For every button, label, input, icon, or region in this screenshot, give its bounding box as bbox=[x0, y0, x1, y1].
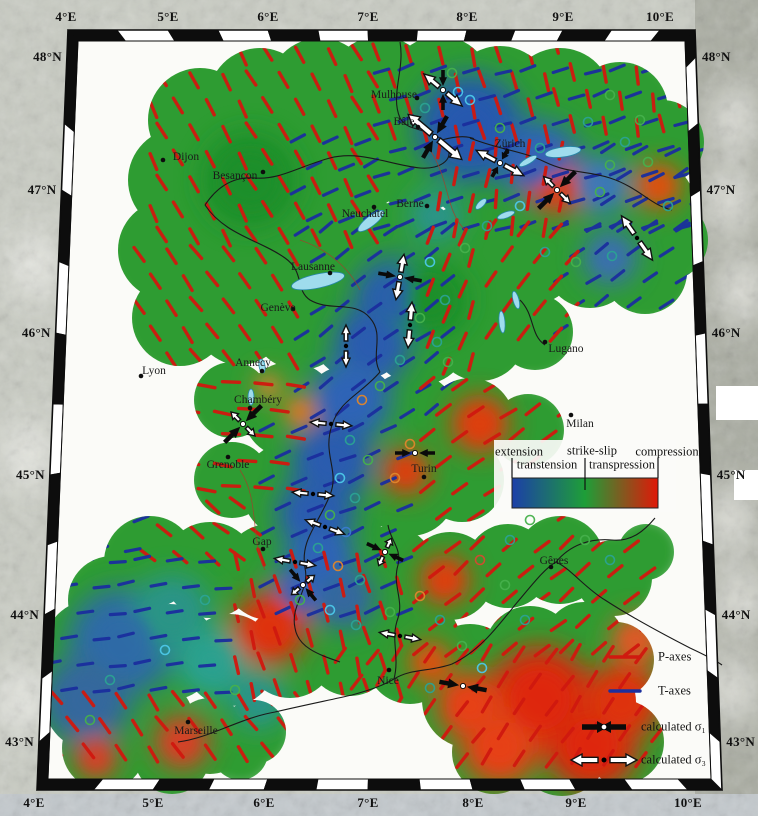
colorbar-label-compression: compression bbox=[635, 444, 699, 459]
legend-sigma3-arrow-left bbox=[569, 752, 599, 768]
lon-label-bottom: 7°E bbox=[357, 795, 379, 810]
city-label-ble: Bâle bbox=[393, 116, 415, 128]
lon-label-bottom: 6°E bbox=[253, 795, 275, 810]
lat-label-right: 47°N bbox=[706, 182, 736, 197]
lat-label-left: 46°N bbox=[21, 325, 51, 340]
city-label-gnes: Gênes bbox=[539, 555, 569, 567]
legend-label-p-axes: P-axes bbox=[658, 649, 692, 664]
city-label-lyon: Lyon bbox=[142, 365, 166, 377]
lat-label-left: 48°N bbox=[33, 49, 62, 64]
regional-borders bbox=[239, 149, 466, 571]
city-label-genve: Genève bbox=[260, 302, 296, 314]
city-label-grenoble: Grenoble bbox=[206, 459, 250, 471]
lon-label-top: 6°E bbox=[257, 9, 279, 24]
lon-label-bottom: 10°E bbox=[673, 795, 703, 810]
lakes bbox=[247, 146, 582, 406]
lon-label-top: 4°E bbox=[55, 9, 77, 24]
lat-label-right: 48°N bbox=[701, 49, 731, 64]
city-dots bbox=[138, 95, 574, 725]
city-label-nice: Nice bbox=[377, 675, 399, 687]
map-frame bbox=[36, 29, 723, 792]
colorbar-label-transpression: transpression bbox=[589, 457, 655, 472]
white-patch bbox=[734, 470, 758, 500]
legend-sigma1-arrow-left bbox=[582, 721, 608, 733]
lat-label-right: 44°N bbox=[721, 607, 751, 622]
city-label-zrich: Zürich bbox=[494, 138, 526, 150]
white-patch bbox=[716, 386, 758, 420]
city-label-lugano: Lugano bbox=[548, 343, 584, 355]
lat-label-left: 43°N bbox=[5, 734, 34, 749]
country-borders bbox=[177, 41, 723, 743]
city-label-milan: Milan bbox=[566, 418, 594, 430]
stress-field bbox=[44, 36, 708, 796]
colorbar-label-extension: extension bbox=[495, 444, 543, 459]
city-label-mulhouse: Mulhouse bbox=[371, 89, 417, 101]
lon-label-bottom: 8°E bbox=[462, 795, 484, 810]
colorbar bbox=[494, 440, 676, 512]
lat-label-right: 46°N bbox=[711, 325, 741, 340]
city-label-dijon: Dijon bbox=[172, 151, 200, 163]
legend-sigma1-arrow-right bbox=[600, 721, 626, 733]
city-label-neuchtel: Neuchâtel bbox=[341, 208, 389, 220]
city-label-marseille: Marseille bbox=[174, 725, 218, 737]
city-label-berne: Berne bbox=[396, 198, 424, 210]
lat-label-left: 44°N bbox=[10, 607, 40, 622]
legend-label-sigma3: calculated σ₃ bbox=[641, 752, 706, 767]
lat-label-right: 43°N bbox=[726, 734, 756, 749]
lon-label-bottom: 9°E bbox=[565, 795, 587, 810]
colorbar-label-transtension: transtension bbox=[516, 457, 578, 472]
lon-label-bottom: 5°E bbox=[142, 795, 164, 810]
lat-label-left: 45°N bbox=[16, 467, 45, 482]
city-label-gap: Gap bbox=[252, 536, 272, 548]
lon-label-top: 5°E bbox=[157, 9, 179, 24]
lon-label-top: 9°E bbox=[552, 9, 574, 24]
lat-label-right: 45°N bbox=[716, 467, 746, 482]
event-rings bbox=[84, 67, 674, 726]
stress-stations bbox=[223, 70, 654, 694]
legend-sigma3-arrow-right bbox=[609, 752, 639, 768]
city-label-annecy: Annecy bbox=[235, 357, 271, 369]
colorbar-gradient bbox=[511, 477, 659, 509]
city-label-chambry: Chambéry bbox=[234, 394, 282, 406]
lat-label-left: 47°N bbox=[27, 182, 57, 197]
city-label-turin: Turin bbox=[411, 463, 437, 475]
legend bbox=[569, 655, 642, 768]
city-label-besanon: Besançon bbox=[212, 170, 258, 182]
city-label-lausanne: Lausanne bbox=[290, 261, 336, 273]
legend-label-sigma1: calculated σ₁ bbox=[641, 719, 706, 734]
lon-label-top: 7°E bbox=[357, 9, 379, 24]
lon-label-top: 10°E bbox=[645, 9, 675, 24]
lon-label-bottom: 4°E bbox=[23, 795, 45, 810]
lon-label-top: 8°E bbox=[456, 9, 478, 24]
colorbar-label-strike-slip: strike-slip bbox=[567, 443, 617, 458]
legend-label-t-axes: T-axes bbox=[658, 683, 691, 698]
